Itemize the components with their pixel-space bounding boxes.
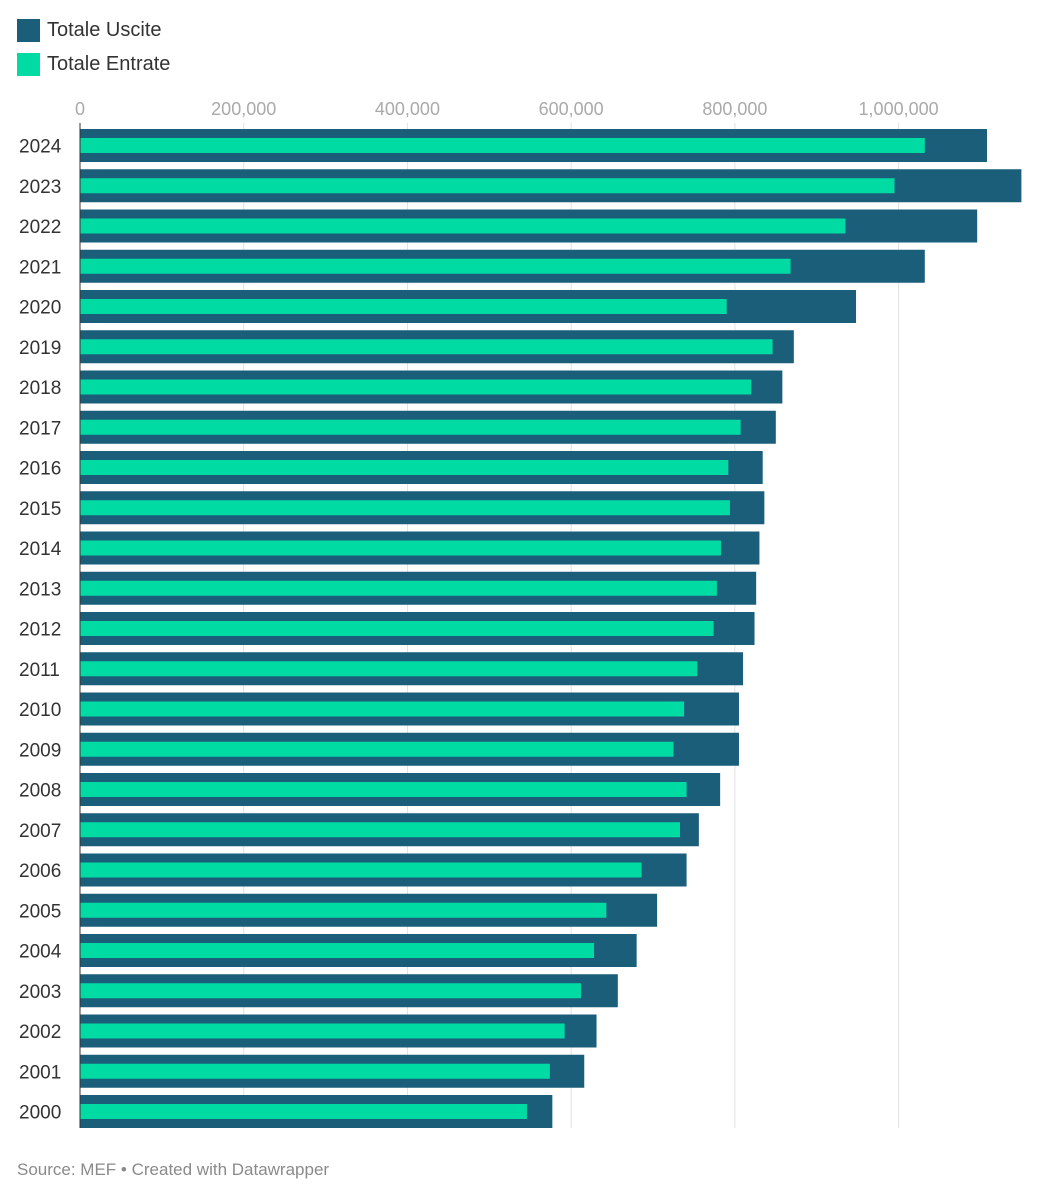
bar-totale-entrate bbox=[80, 580, 717, 596]
y-category-label: 2000 bbox=[19, 1103, 61, 1124]
y-category-label: 2002 bbox=[19, 1022, 61, 1043]
bar-totale-entrate bbox=[80, 1023, 565, 1039]
bar-totale-entrate bbox=[80, 460, 729, 475]
bar-totale-entrate bbox=[80, 741, 674, 757]
bar-totale-entrate bbox=[80, 943, 595, 958]
bar-totale-entrate bbox=[80, 500, 730, 516]
bar-totale-entrate bbox=[80, 258, 791, 274]
y-category-label: 2013 bbox=[19, 579, 61, 600]
y-category-label: 2010 bbox=[19, 700, 61, 721]
y-category-label: 2016 bbox=[19, 459, 61, 480]
y-category-label: 2005 bbox=[19, 901, 61, 922]
legend: Totale Uscite Totale Entrate bbox=[17, 17, 170, 85]
y-category-label: 2009 bbox=[19, 740, 61, 761]
y-category-label: 2008 bbox=[19, 781, 61, 802]
bar-totale-entrate bbox=[80, 782, 687, 797]
legend-item-entrate: Totale Entrate bbox=[17, 51, 170, 77]
bar-totale-entrate bbox=[80, 822, 681, 838]
y-category-label: 2022 bbox=[19, 217, 61, 238]
bar-totale-entrate bbox=[80, 701, 685, 717]
y-category-label: 2018 bbox=[19, 378, 61, 399]
y-category-label: 2017 bbox=[19, 418, 61, 439]
bar-chart: 0 200,000 400,000 600,000 800,000 1,000,000 20… bbox=[19, 99, 1022, 1128]
y-category-label: 2007 bbox=[19, 821, 61, 842]
bar-totale-entrate bbox=[80, 339, 773, 355]
bar-totale-entrate bbox=[80, 902, 607, 918]
bar-totale-entrate bbox=[80, 1063, 550, 1079]
x-tick-label: 1,000,000 bbox=[859, 99, 939, 119]
x-tick-label: 800,000 bbox=[702, 99, 767, 119]
bar-totale-entrate bbox=[80, 1104, 527, 1119]
y-category-label: 2003 bbox=[19, 982, 61, 1003]
y-category-label: 2014 bbox=[19, 539, 62, 560]
source-footer: Source: MEF • Created with Datawrapper bbox=[17, 1160, 330, 1179]
bar-totale-entrate bbox=[80, 138, 925, 153]
bar-totale-entrate bbox=[80, 983, 581, 999]
y-category-label: 2004 bbox=[19, 942, 62, 963]
legend-swatch-entrate bbox=[17, 52, 40, 76]
legend-item-uscite: Totale Uscite bbox=[17, 17, 170, 43]
y-category-label: 2006 bbox=[19, 861, 61, 882]
y-category-label: 2024 bbox=[19, 137, 62, 158]
y-category-label: 2021 bbox=[19, 257, 61, 278]
y-category-label: 2001 bbox=[19, 1062, 61, 1083]
legend-label-uscite: Totale Uscite bbox=[47, 18, 162, 41]
bar-totale-entrate bbox=[80, 621, 714, 636]
bar-totale-entrate bbox=[80, 299, 727, 314]
y-category-label: 2020 bbox=[19, 298, 61, 319]
bar-totale-entrate bbox=[80, 218, 846, 234]
y-category-label: 2023 bbox=[19, 177, 61, 198]
y-category-label: 2019 bbox=[19, 338, 61, 359]
x-tick-label: 200,000 bbox=[211, 99, 276, 119]
bar-totale-entrate bbox=[80, 540, 721, 556]
legend-label-entrate: Totale Entrate bbox=[47, 52, 171, 75]
legend-swatch-uscite bbox=[17, 18, 40, 42]
bar-totale-entrate bbox=[80, 178, 895, 194]
y-category-label: 2012 bbox=[19, 620, 61, 641]
bar-totale-entrate bbox=[80, 419, 741, 435]
bar-totale-entrate bbox=[80, 379, 752, 395]
bar-totale-entrate bbox=[80, 661, 698, 677]
bar-totale-entrate bbox=[80, 862, 642, 878]
x-tick-label: 600,000 bbox=[539, 99, 604, 119]
x-tick-label: 400,000 bbox=[375, 99, 440, 119]
y-category-label: 2011 bbox=[19, 660, 60, 681]
y-category-label: 2015 bbox=[19, 499, 61, 520]
x-tick-label: 0 bbox=[75, 99, 85, 119]
